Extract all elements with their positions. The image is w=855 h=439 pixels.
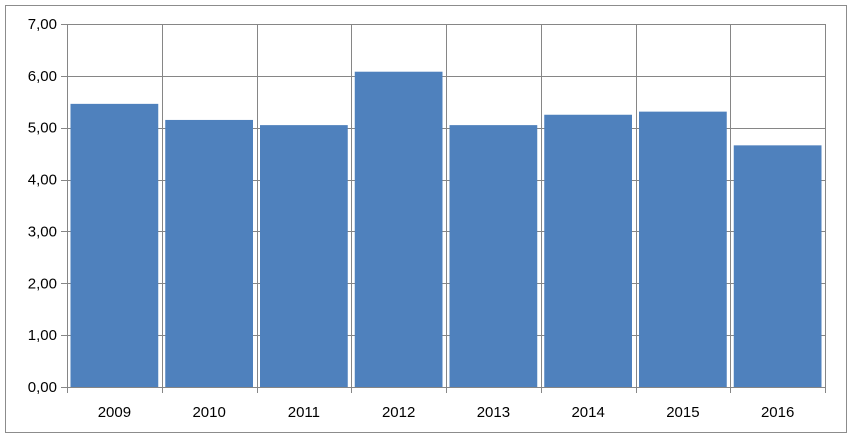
x-tick-label: 2013: [477, 404, 510, 421]
bar-2009: [70, 103, 159, 388]
axes: [67, 24, 825, 388]
bar-2016: [733, 145, 822, 387]
x-tick-label: 2011: [288, 404, 320, 421]
y-tick-label: 6,00: [28, 68, 57, 85]
bar-2012: [354, 71, 443, 388]
y-tick-label: 5,00: [28, 120, 57, 137]
x-tick-label: 2016: [761, 404, 794, 421]
y-tick-label: 1,00: [28, 327, 57, 344]
y-tick-label: 3,00: [28, 223, 57, 240]
y-tick-label: 2,00: [28, 275, 57, 292]
x-tick-label: 2009: [98, 404, 131, 421]
x-tick-labels: 2009 2010 2011 2012 2013 2014 2015 2016: [98, 404, 795, 421]
x-tick-label: 2010: [192, 404, 225, 421]
y-tick-label: 4,00: [28, 172, 57, 189]
bar-2010: [165, 119, 253, 387]
bar-2014: [544, 114, 632, 387]
x-tick-label: 2012: [382, 404, 415, 421]
y-tick-labels: 0,00 1,00 2,00 3,00 4,00 5,00 6,00 7,00: [28, 16, 57, 396]
x-tick-label: 2015: [666, 404, 699, 421]
y-tick-label: 0,00: [28, 379, 57, 396]
bar-2011: [260, 125, 348, 387]
bars: [70, 71, 822, 388]
bar-2015: [639, 111, 727, 387]
x-tick-label: 2014: [571, 404, 604, 421]
bar-2013: [449, 125, 538, 387]
y-tick-label: 7,00: [28, 16, 57, 33]
